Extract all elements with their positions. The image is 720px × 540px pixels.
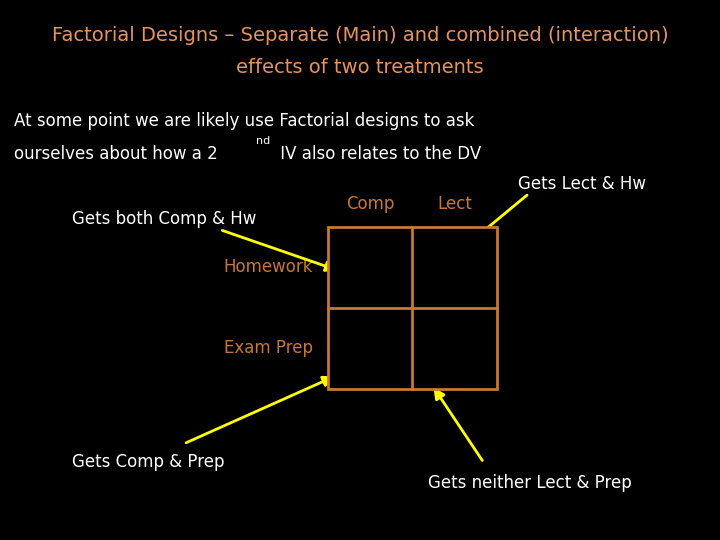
- Text: Factorial Designs – Separate (Main) and combined (interaction): Factorial Designs – Separate (Main) and …: [52, 25, 668, 45]
- Text: Gets both Comp & Hw: Gets both Comp & Hw: [72, 210, 256, 228]
- Text: nd: nd: [256, 137, 271, 146]
- Text: effects of two treatments: effects of two treatments: [236, 58, 484, 77]
- Text: Exam Prep: Exam Prep: [224, 339, 313, 357]
- Text: At some point we are likely use Factorial designs to ask: At some point we are likely use Factoria…: [14, 112, 474, 131]
- Text: Gets neither Lect & Prep: Gets neither Lect & Prep: [428, 474, 632, 492]
- Text: Homework: Homework: [224, 258, 313, 276]
- Text: Gets Lect & Hw: Gets Lect & Hw: [518, 174, 647, 193]
- Bar: [328, 227, 497, 389]
- Text: Comp: Comp: [346, 195, 394, 213]
- Text: ourselves about how a 2: ourselves about how a 2: [14, 145, 218, 163]
- Text: Lect: Lect: [437, 195, 472, 213]
- Text: Gets Comp & Prep: Gets Comp & Prep: [72, 453, 225, 471]
- Text: IV also relates to the DV: IV also relates to the DV: [275, 145, 481, 163]
